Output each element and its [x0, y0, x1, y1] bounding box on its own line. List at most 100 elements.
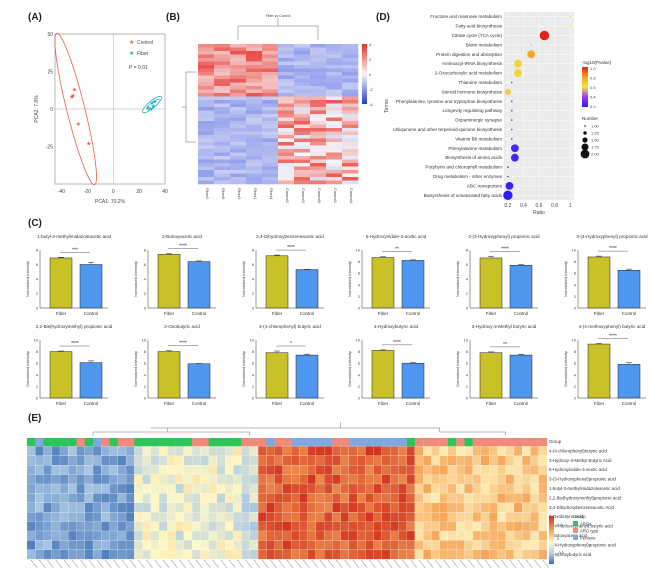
heatmap-cell	[278, 68, 295, 73]
y-tick-label: 4	[144, 372, 147, 377]
y-axis-label: Normalized intensity	[133, 351, 138, 387]
y-tick-label: 0	[574, 306, 577, 311]
heatmap-cell	[142, 465, 151, 475]
heatmap-cell	[406, 455, 416, 466]
heatmap-cell	[497, 502, 506, 513]
heatmap-cell	[92, 483, 102, 494]
heatmap-cell	[342, 180, 359, 185]
heatmap-cell	[214, 156, 231, 160]
heatmap-cell	[439, 512, 449, 522]
heatmap-cell	[230, 72, 247, 76]
heatmap-cell	[76, 446, 85, 456]
heatmap-cell	[198, 156, 215, 160]
heatmap-cell	[456, 465, 465, 475]
heatmap-cell	[307, 474, 316, 485]
subplot-title: 4-Hydroxybutyric acid	[374, 324, 419, 329]
column-label	[88, 559, 96, 568]
heatmap-cell	[291, 521, 300, 532]
group-legend-label: Pentens	[580, 536, 595, 541]
y-tick-label: 0	[50, 107, 53, 113]
term-label: Biotin metabolism	[466, 42, 502, 47]
heatmap-cell	[505, 540, 515, 550]
heatmap-cell	[150, 540, 160, 550]
heatmap-cell	[208, 455, 217, 466]
group-annotation-cell	[192, 438, 201, 447]
heatmap-cell	[246, 82, 263, 87]
heatmap-cell	[175, 455, 184, 466]
heatmap-cell	[324, 493, 333, 503]
colorbar	[549, 516, 554, 564]
heatmap-cell	[214, 107, 231, 111]
heatmap-cell	[150, 493, 160, 503]
group-annotation-cell	[373, 438, 383, 447]
column-label	[113, 559, 121, 568]
heatmap-cell	[294, 61, 311, 66]
heatmap-cell	[214, 121, 231, 125]
heatmap-cell	[246, 135, 263, 139]
heatmap-cell	[513, 540, 523, 550]
heatmap-cell	[310, 173, 327, 178]
heatmap-cell	[342, 44, 359, 48]
heatmap-cell	[278, 93, 295, 97]
heatmap-cell	[230, 89, 247, 94]
heatmap-cell	[513, 493, 523, 503]
heatmap-cell	[230, 124, 247, 129]
heatmap-cell	[340, 530, 349, 541]
heatmap-cell	[183, 549, 193, 560]
heatmap-cell	[439, 502, 449, 513]
y-tick-label: 8	[466, 349, 469, 354]
heatmap-cell	[332, 446, 341, 456]
heatmap-cell	[513, 483, 523, 494]
heatmap-cell	[198, 163, 215, 167]
heatmap-cell	[342, 82, 359, 87]
heatmap-cell	[167, 521, 176, 532]
heatmap-cell	[342, 65, 359, 69]
heatmap-cell	[92, 493, 102, 503]
heatmap-cell	[505, 493, 515, 503]
heatmap-cell	[406, 465, 416, 475]
heatmap-cell	[522, 530, 531, 541]
subplot-title: 3-(4-Hydroxyphenyl) propionic acid	[576, 234, 648, 239]
heatmap-cell	[35, 455, 44, 466]
heatmap-cell	[472, 493, 482, 503]
heatmap-cell	[282, 474, 292, 485]
heatmap-cell	[101, 455, 110, 466]
heatmap-cell	[101, 549, 110, 560]
heatmap-cell	[274, 455, 283, 466]
column-label	[352, 559, 360, 568]
heatmap-cell	[398, 483, 407, 494]
heatmap-cell	[342, 152, 359, 157]
heatmap-cell	[342, 51, 359, 55]
heatmap-cell	[216, 512, 226, 522]
heatmap-cell	[278, 65, 295, 69]
heatmap-cell	[326, 96, 343, 101]
heatmap-cell	[294, 177, 311, 181]
heatmap-cell	[310, 96, 327, 101]
row-dendrogram	[182, 71, 196, 143]
x-tick-label: Fiber	[164, 311, 175, 316]
group-annotation-cell	[439, 438, 449, 447]
heatmap-cell	[262, 72, 279, 76]
bar-control	[617, 270, 641, 309]
heatmap-cell	[406, 502, 416, 513]
heatmap-cell	[150, 465, 160, 475]
heatmap-cell	[431, 502, 440, 513]
heatmap-cell	[35, 474, 44, 485]
heatmap-cell	[310, 51, 327, 55]
heatmap-cell	[192, 483, 201, 494]
heatmap-cell	[214, 51, 231, 55]
heatmap-cell	[258, 465, 267, 475]
column-label	[517, 559, 525, 568]
group-annotation-cell	[117, 438, 127, 447]
heatmap-cell	[299, 474, 308, 485]
x-tick-label: 0	[112, 189, 115, 195]
heatmap-cell	[294, 142, 311, 146]
group-annotation-cell	[200, 438, 209, 447]
y-axis-label: Normalized intensity	[241, 261, 246, 297]
heatmap-cell	[214, 170, 231, 174]
heatmap-cell	[398, 549, 407, 560]
heatmap-cell	[92, 502, 102, 513]
heatmap-cell	[101, 483, 110, 494]
heatmap-cell	[76, 455, 85, 466]
